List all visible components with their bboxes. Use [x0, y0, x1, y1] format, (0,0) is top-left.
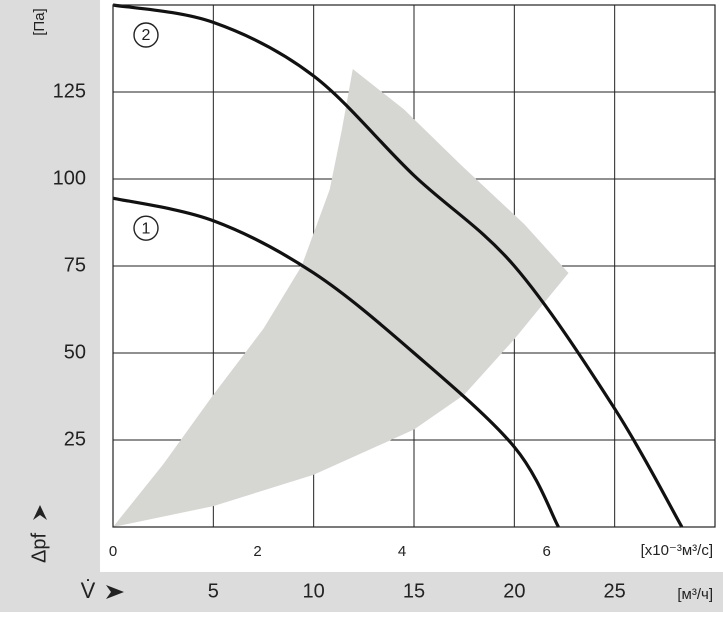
x2-tick-label: 4: [398, 543, 406, 560]
x2-tick-label: 2: [253, 543, 261, 560]
legend-label: 1: [142, 220, 151, 237]
x2-tick-label: 6: [542, 543, 550, 560]
x-tick-label: 15: [403, 580, 425, 602]
y-tick-label: 50: [64, 341, 86, 363]
legend-label: 2: [142, 27, 151, 44]
x2-unit: [x10⁻³м³/с]: [641, 542, 713, 559]
x-tick-label: 5: [208, 580, 219, 602]
y-tick-label: 25: [64, 428, 86, 450]
y-axis-label: Δpf: [28, 533, 50, 563]
operating-range: [113, 69, 569, 528]
x-unit: [м³/ч]: [677, 586, 713, 603]
plot-border: [112, 4, 716, 528]
y-arrow: [33, 505, 47, 520]
y-tick-label: 75: [64, 254, 86, 276]
legend-circle: [133, 215, 159, 241]
y-tick-label: 125: [53, 80, 86, 102]
curve: [112, 3, 684, 528]
curve: [112, 196, 560, 528]
x2-tick-label: 0: [109, 543, 117, 560]
x-tick-label: 20: [503, 580, 525, 602]
legend-circle: [133, 22, 159, 48]
y-unit: [Па]: [31, 8, 48, 35]
y-tick-label: 100: [53, 167, 86, 189]
marks: [112, 3, 684, 528]
x-tick-label: 25: [604, 580, 626, 602]
left-band: [0, 0, 100, 612]
x-tick-label: 10: [303, 580, 325, 602]
x-arrow: [106, 585, 124, 599]
x-axis-label: V̇: [81, 578, 96, 603]
